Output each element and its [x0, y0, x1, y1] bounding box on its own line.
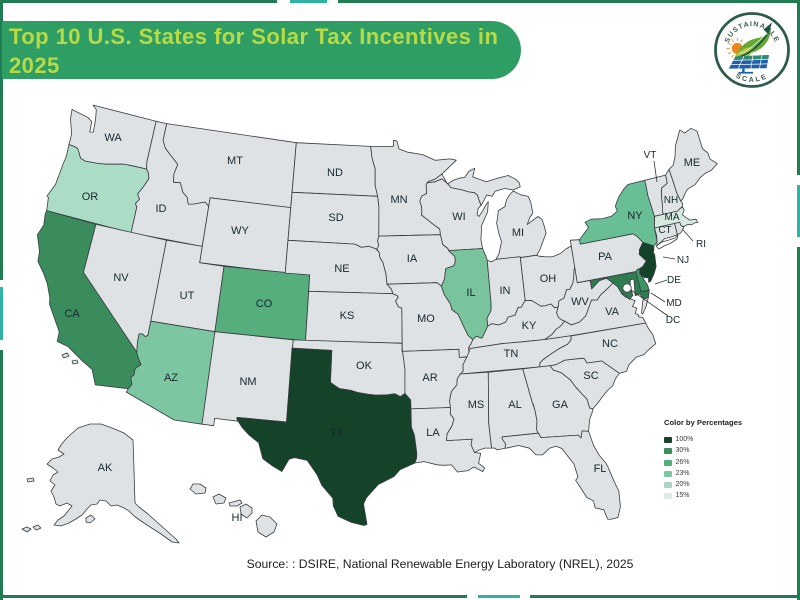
svg-text:NJ: NJ [677, 255, 689, 266]
svg-text:WY: WY [231, 225, 249, 237]
svg-text:OR: OR [82, 191, 99, 203]
svg-text:MI: MI [512, 227, 524, 239]
svg-text:WA: WA [104, 132, 122, 144]
svg-text:NE: NE [334, 263, 349, 275]
svg-text:WI: WI [452, 211, 465, 223]
svg-text:TX: TX [330, 427, 345, 439]
svg-text:FL: FL [594, 463, 607, 475]
svg-text:AR: AR [422, 372, 437, 384]
svg-text:TN: TN [504, 348, 519, 360]
svg-text:SD: SD [328, 212, 343, 224]
svg-text:NC: NC [602, 338, 618, 350]
svg-text:VA: VA [605, 306, 620, 318]
svg-text:HI: HI [232, 512, 243, 524]
svg-text:CO: CO [256, 298, 273, 310]
svg-text:NH: NH [664, 195, 678, 206]
svg-text:AZ: AZ [164, 372, 178, 384]
svg-text:DE: DE [667, 275, 681, 286]
svg-text:OH: OH [540, 273, 557, 285]
svg-text:LA: LA [426, 427, 440, 439]
svg-text:PA: PA [598, 251, 613, 263]
svg-text:KY: KY [522, 320, 537, 332]
svg-text:NY: NY [627, 210, 643, 222]
svg-text:WV: WV [571, 296, 589, 308]
svg-text:IA: IA [407, 253, 418, 265]
svg-text:DC: DC [666, 315, 680, 326]
svg-text:RI: RI [696, 239, 706, 250]
svg-text:ME: ME [684, 157, 701, 169]
svg-text:MN: MN [390, 194, 407, 206]
svg-text:KS: KS [340, 310, 355, 322]
svg-text:MD: MD [666, 298, 682, 309]
svg-text:SCALE: SCALE [735, 73, 770, 84]
svg-text:GA: GA [552, 399, 569, 411]
svg-text:AL: AL [508, 399, 521, 411]
svg-text:ID: ID [156, 203, 167, 215]
svg-text:CA: CA [64, 308, 80, 320]
svg-text:MA: MA [665, 212, 680, 223]
svg-text:OK: OK [356, 360, 373, 372]
svg-text:UT: UT [180, 290, 195, 302]
svg-text:NM: NM [239, 376, 256, 388]
svg-text:IL: IL [466, 287, 475, 299]
svg-text:MT: MT [227, 155, 243, 167]
svg-text:MS: MS [468, 399, 485, 411]
svg-text:IN: IN [500, 285, 511, 297]
svg-text:AK: AK [98, 462, 113, 474]
svg-text:NV: NV [113, 272, 129, 284]
svg-text:VT: VT [644, 150, 657, 161]
svg-text:CT: CT [658, 225, 671, 236]
svg-text:MO: MO [417, 313, 435, 325]
svg-text:SC: SC [583, 370, 598, 382]
svg-text:ND: ND [327, 167, 343, 179]
